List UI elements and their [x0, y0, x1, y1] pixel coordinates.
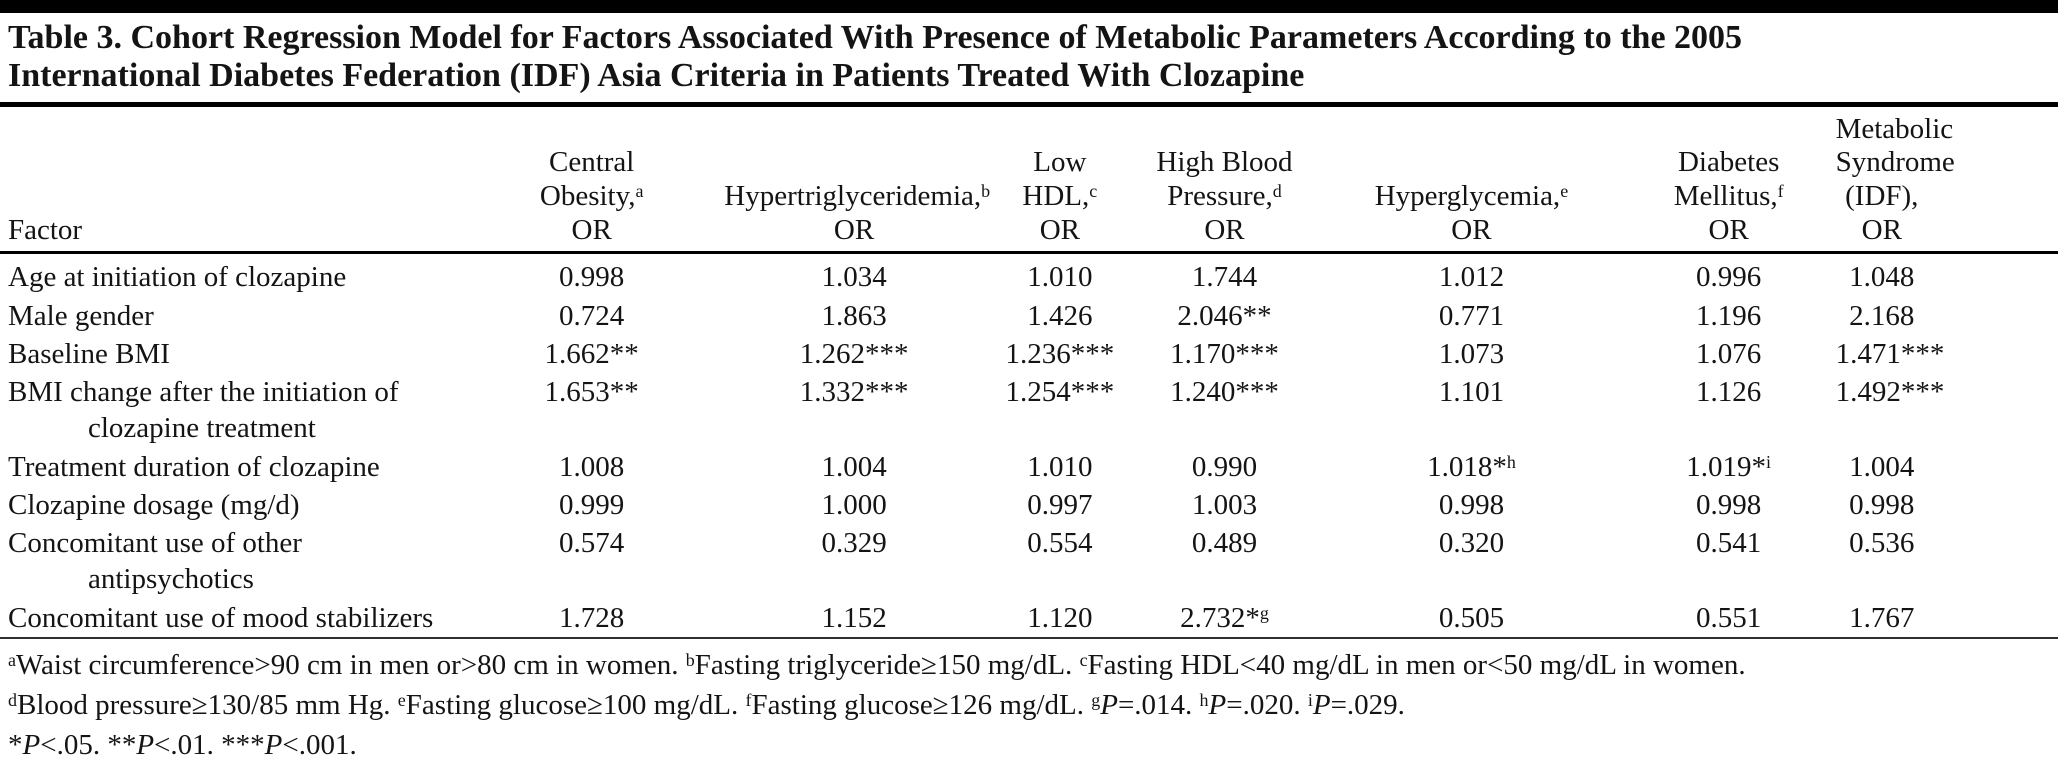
odds-ratio-cell: 2.046** — [1177, 299, 1272, 332]
odds-ratio-cell: 0.536 — [1849, 527, 1915, 560]
odds-ratio-cell: 1.332*** — [799, 376, 909, 409]
odds-ratio-cell: 0.999 — [559, 488, 625, 521]
odds-ratio-cell: 1.744 — [1191, 261, 1258, 294]
odds-ratio-cell: 1.048 — [1849, 261, 1915, 294]
column-header-diabetes-mellitus: Diabetes Mellitus,f OR — [1673, 146, 1784, 246]
odds-ratio-cell: 1.120 — [1027, 601, 1093, 634]
column-header-central-obesity: Central Obesity,a OR — [539, 146, 644, 246]
header-row: Factor Central Obesity,a OR Hypertriglycer… — [0, 107, 2058, 253]
footnote-line: aWaist circumference>90 cm in men or>80 … — [8, 648, 1746, 681]
odds-ratio-cell: 1.170*** — [1170, 337, 1279, 370]
column-header-metabolic-syndrome: Metabolic Syndrome (IDF), OR — [1835, 112, 1955, 246]
odds-ratio-cell: 1.101 — [1438, 376, 1505, 409]
odds-ratio-cell: 0.329 — [821, 527, 887, 560]
odds-ratio-cell: 0.997 — [1027, 488, 1093, 521]
factor-cell: BMI change after the initiation of cloza… — [8, 376, 399, 445]
odds-ratio-cell: 0.320 — [1438, 527, 1505, 560]
odds-ratio-cell: 1.262*** — [799, 337, 909, 370]
odds-ratio-cell: 1.471*** — [1835, 337, 1945, 370]
odds-ratio-cell: 1.240*** — [1170, 376, 1279, 409]
odds-ratio-cell: 1.728 — [559, 601, 625, 634]
footnotes: aWaist circumference>90 cm in men or>80 … — [0, 639, 2058, 768]
table-row: BMI change after the initiation of cloza… — [0, 373, 2058, 448]
odds-ratio-cell: 0.489 — [1191, 527, 1258, 560]
column-header-hypertriglyceridemia: Hypertriglyceridemia,b OR — [724, 180, 991, 246]
table-row: Clozapine dosage (mg/d) 0.999 1.000 0.997 1.… — [0, 486, 2058, 524]
odds-ratio-cell: 0.998 — [559, 261, 625, 294]
odds-ratio-cell: 1.010 — [1027, 450, 1093, 483]
table-header: Factor Central Obesity,a OR Hypertriglycer… — [0, 107, 2058, 253]
title-rule — [0, 101, 2058, 107]
odds-ratio-cell: 1.152 — [821, 601, 887, 634]
odds-ratio-cell: 2.168 — [1849, 299, 1915, 332]
factor-cell: Baseline BMI — [8, 337, 170, 370]
factor-cell: Age at initiation of clozapine — [8, 261, 347, 294]
table-row: Concomitant use of mood stabilizers 1.728… — [0, 599, 2058, 638]
odds-ratio-cell: 0.998 — [1849, 488, 1915, 521]
footnote-line: dBlood pressure≥130/85 mm Hg. eFasting g… — [8, 688, 1405, 721]
odds-ratio-cell: 1.863 — [821, 299, 887, 332]
odds-ratio-cell: 1.236*** — [1005, 337, 1115, 370]
top-rule — [0, 0, 2058, 13]
odds-ratio-cell: 1.196 — [1696, 299, 1762, 332]
factor-cell: Concomitant use of other antipsychotics — [8, 527, 302, 596]
odds-ratio-cell: 0.724 — [559, 299, 625, 332]
footnote-line: *P<.05. **P<.01. ***P<.001. — [8, 728, 357, 761]
table-row: Male gender 0.724 1.863 1.426 2.046** 0.771 1.… — [0, 297, 2058, 335]
odds-ratio-cell: 0.998 — [1438, 488, 1505, 521]
odds-ratio-cell: 1.126 — [1696, 376, 1762, 409]
column-header-hyperglycemia: Hyperglycemia,e OR — [1374, 180, 1569, 246]
factor-cell: Concomitant use of mood stabilizers — [8, 601, 434, 634]
table-body: Age at initiation of clozapine 0.998 1.034… — [0, 253, 2058, 638]
column-header-factor: Factor — [8, 213, 83, 246]
odds-ratio-cell: 1.019*i — [1686, 450, 1772, 483]
odds-ratio-cell: 1.004 — [1849, 450, 1915, 483]
odds-ratio-cell: 0.574 — [559, 527, 625, 560]
odds-ratio-cell: 1.653** — [544, 376, 639, 409]
odds-ratio-cell: 1.018*h — [1427, 450, 1516, 483]
odds-ratio-cell: 1.767 — [1849, 601, 1915, 634]
odds-ratio-cell: 1.426 — [1027, 299, 1093, 332]
column-header-high-blood-pressure: High Blood Pressure,d OR — [1156, 146, 1293, 246]
table-row: Age at initiation of clozapine 0.998 1.034… — [0, 253, 2058, 297]
odds-ratio-cell: 0.541 — [1696, 527, 1762, 560]
odds-ratio-cell: 1.034 — [821, 261, 887, 294]
odds-ratio-cell: 2.732*g — [1180, 601, 1269, 634]
odds-ratio-cell: 1.012 — [1438, 261, 1505, 294]
odds-ratio-cell: 1.004 — [821, 450, 887, 483]
factor-cell: Male gender — [8, 299, 154, 332]
column-header-low-hdl: Low HDL,c OR — [1022, 146, 1098, 246]
regression-table: Factor Central Obesity,a OR Hypertriglycer… — [0, 107, 2058, 639]
odds-ratio-cell: 0.990 — [1191, 450, 1258, 483]
odds-ratio-cell: 1.003 — [1191, 488, 1258, 521]
odds-ratio-cell: 0.554 — [1027, 527, 1093, 560]
table-title: Table 3. Cohort Regression Model for Fac… — [8, 19, 1743, 95]
factor-cell: Treatment duration of clozapine — [8, 450, 380, 483]
odds-ratio-cell: 1.662** — [544, 337, 639, 370]
odds-ratio-cell: 0.771 — [1438, 299, 1505, 332]
odds-ratio-cell: 1.492*** — [1835, 376, 1945, 409]
odds-ratio-cell: 1.076 — [1696, 337, 1762, 370]
odds-ratio-cell: 1.010 — [1027, 261, 1093, 294]
odds-ratio-cell: 0.998 — [1696, 488, 1762, 521]
odds-ratio-cell: 1.000 — [821, 488, 887, 521]
odds-ratio-cell: 1.008 — [559, 450, 625, 483]
odds-ratio-cell: 0.505 — [1438, 601, 1505, 634]
table-row: Treatment duration of clozapine 1.008 1.00… — [0, 448, 2058, 486]
odds-ratio-cell: 0.551 — [1696, 601, 1762, 634]
odds-ratio-cell: 1.073 — [1438, 337, 1505, 370]
odds-ratio-cell: 1.254*** — [1005, 376, 1115, 409]
table-row: Concomitant use of other antipsychotics 0… — [0, 524, 2058, 599]
odds-ratio-cell: 0.996 — [1696, 261, 1762, 294]
table-row: Baseline BMI 1.662** 1.262*** 1.236*** 1.170… — [0, 335, 2058, 373]
factor-cell: Clozapine dosage (mg/d) — [8, 488, 300, 521]
